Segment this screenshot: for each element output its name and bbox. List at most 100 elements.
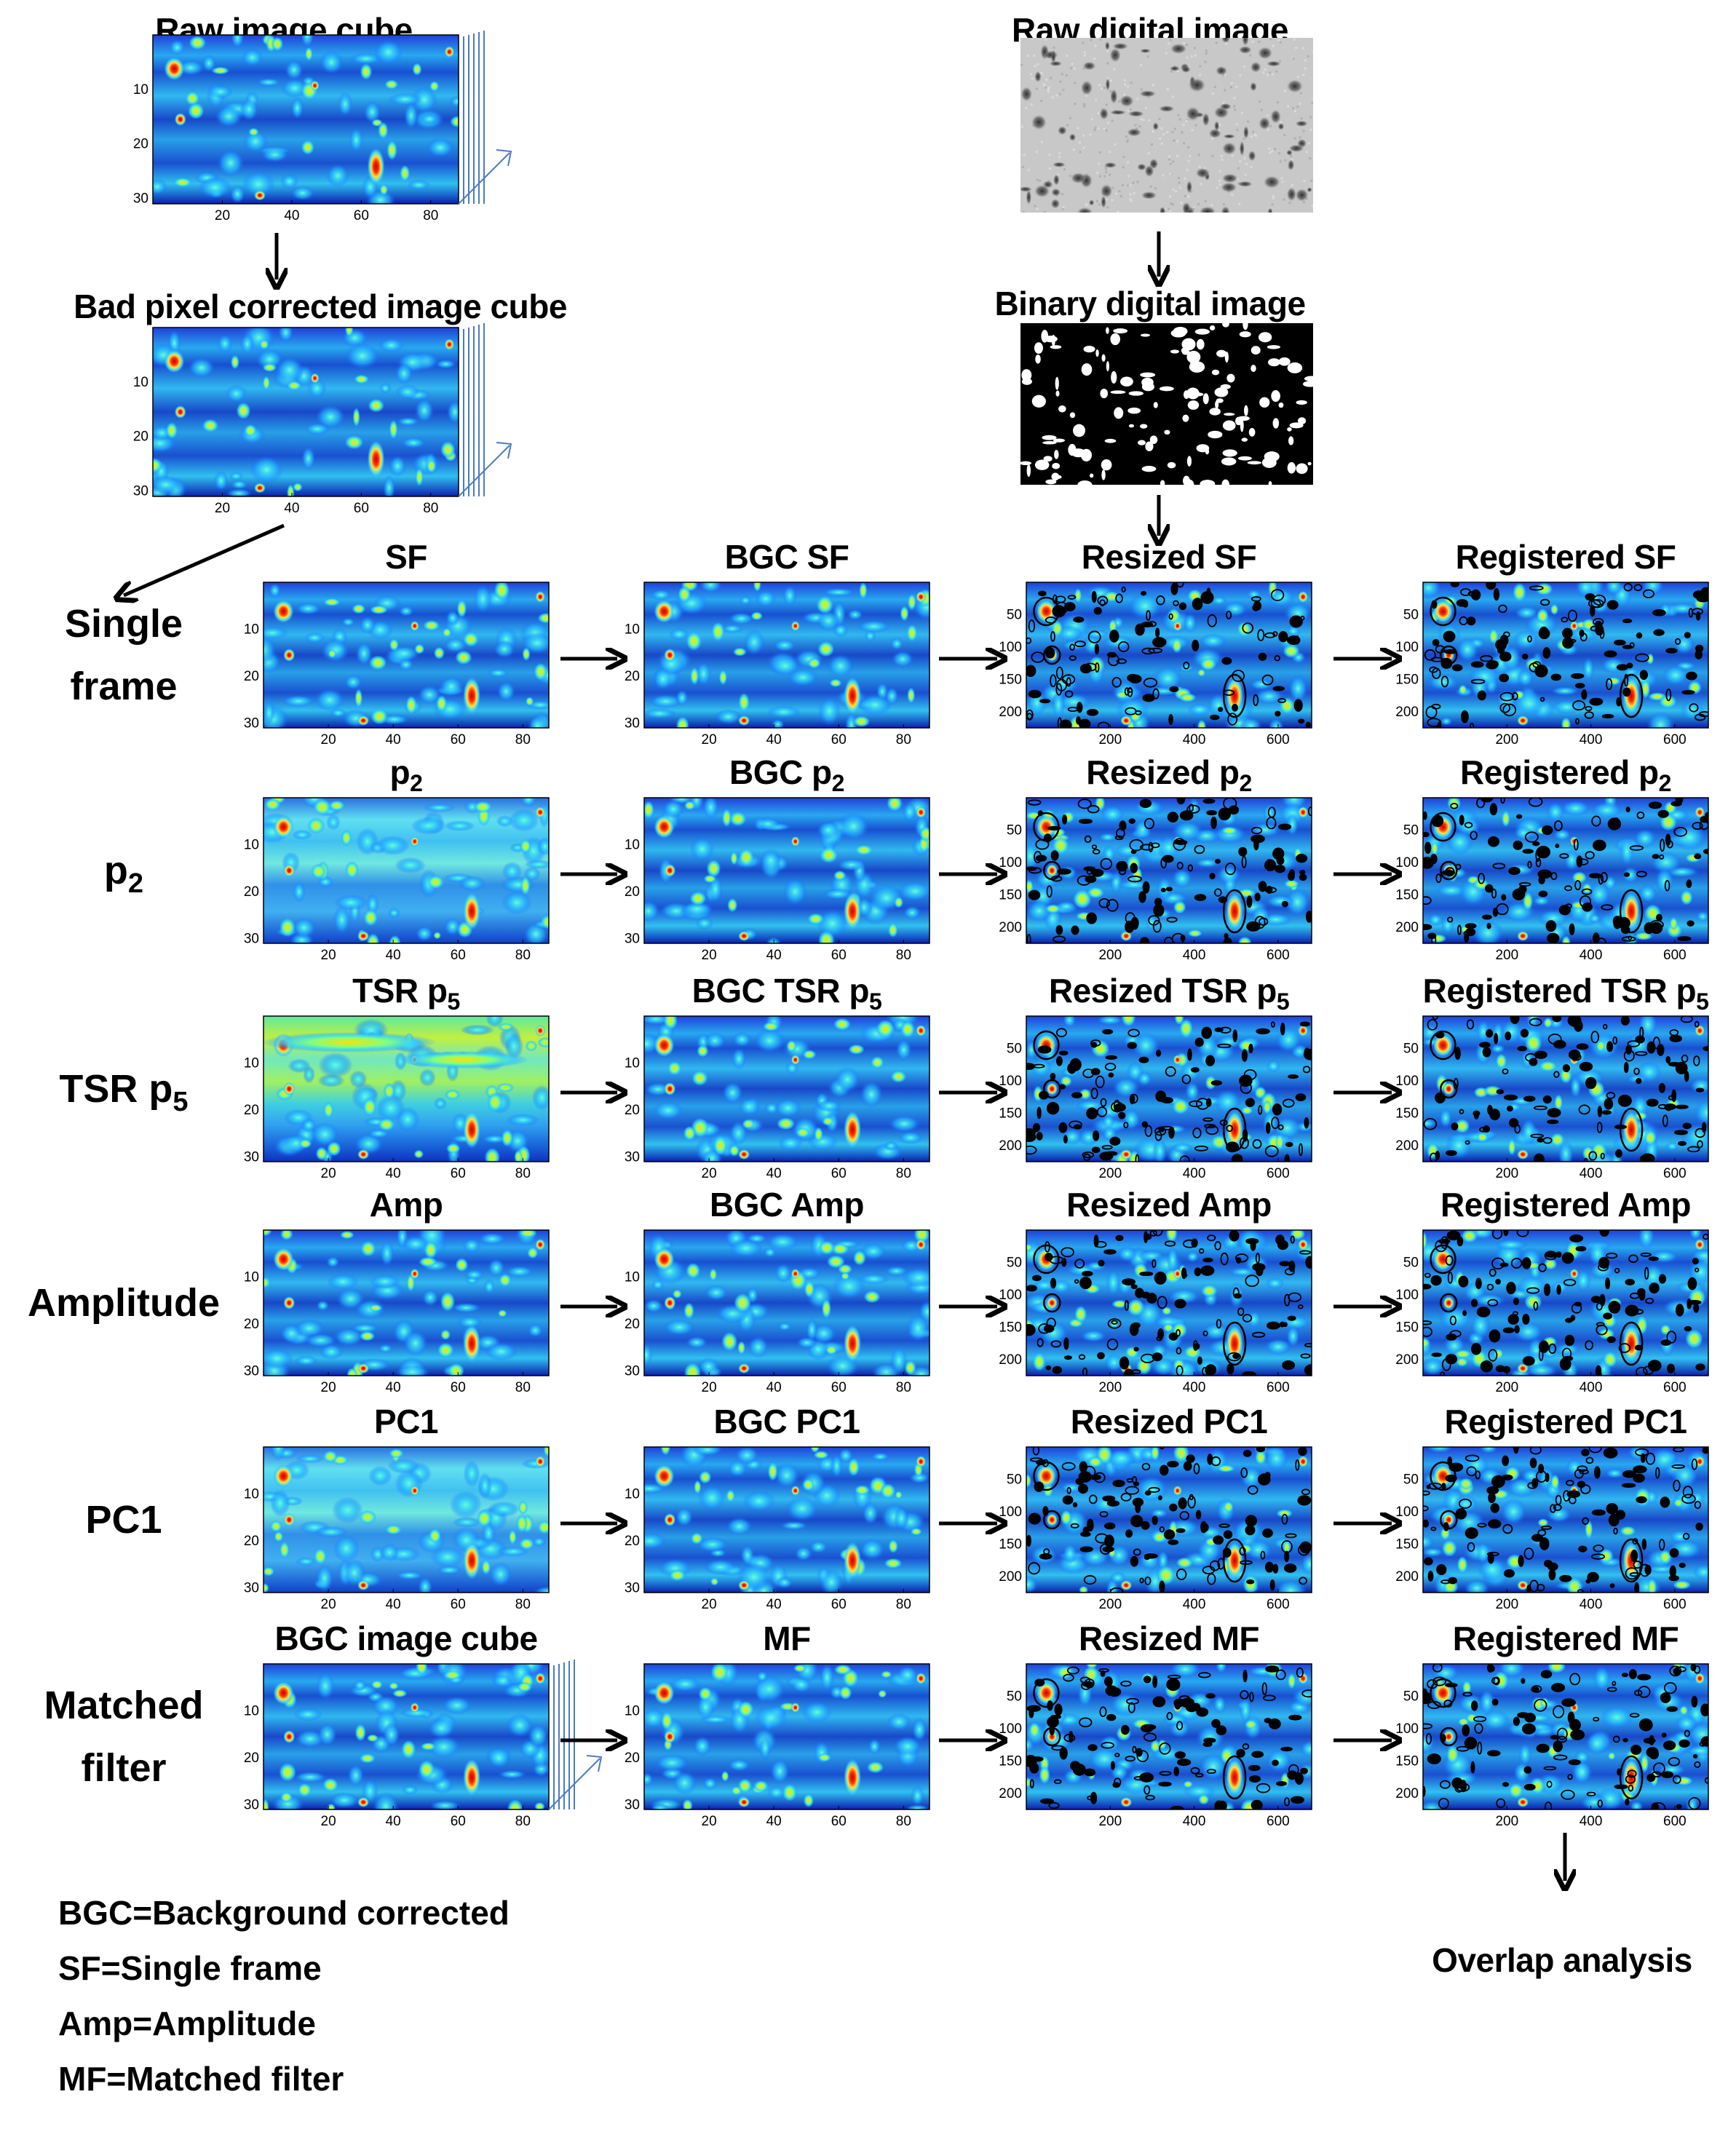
x-tick-label: 600 (1267, 1166, 1290, 1181)
y-tick-label: 20 (625, 1534, 640, 1549)
y-tick-label: 30 (625, 932, 640, 947)
y-tick-label: 150 (999, 1106, 1022, 1121)
binary-digital-image (1020, 323, 1313, 485)
y-tick-label: 100 (1395, 640, 1419, 655)
plot-title: Registered TSR p5 (1423, 974, 1709, 1013)
heatmap-plot: 20 40 60 80 10 20 30 (625, 1229, 930, 1395)
x-tick-label: 20 (702, 732, 717, 748)
x-tick-label: 60 (354, 501, 369, 516)
heatmap-plot: 20 40 60 80 10 20 30 (244, 1229, 550, 1395)
legend-item: MF=Matched filter (58, 2060, 344, 2098)
plot-title: MF (763, 1622, 811, 1655)
plot-title-text: BGC TSR p (691, 972, 870, 1010)
y-tick-label: 200 (999, 1352, 1022, 1368)
y-tick-label: 100 (1395, 855, 1419, 871)
x-tick-label: 80 (896, 1166, 911, 1181)
heatmap-plot: 200 400 600 50 100 150 200 (1395, 1015, 1709, 1181)
x-tick-label: 80 (515, 1814, 531, 1829)
plot-title-text: Registered SF (1455, 538, 1676, 576)
x-tick-label: 20 (702, 1814, 717, 1829)
y-tick-label: 200 (1395, 1352, 1419, 1368)
y-tick-label: 150 (1395, 672, 1419, 687)
plot-title: BGC TSR p5 (692, 974, 882, 1013)
bad-pixel-corrected-title: Bad pixel corrected image cube (74, 288, 567, 325)
plot-title-text: Registered MF (1452, 1619, 1679, 1657)
plot-title: BGC image cube (274, 1619, 538, 1657)
heatmap-plot: 20 40 60 80 10 20 30 (244, 1015, 550, 1181)
y-tick-label: 20 (625, 669, 640, 684)
y-tick-label: 10 (625, 838, 640, 853)
plot-title: PC1 (374, 1405, 438, 1438)
x-tick-label: 40 (386, 1814, 401, 1829)
x-tick-label: 20 (321, 1166, 336, 1181)
x-tick-label: 20 (321, 1380, 336, 1395)
plot-title: Resized SF (1082, 540, 1257, 574)
plot-title-text: BGC Amp (709, 1186, 865, 1224)
x-tick-label: 400 (1580, 1814, 1603, 1829)
x-tick-label: 600 (1267, 1814, 1290, 1829)
x-tick-label: 40 (766, 948, 782, 963)
y-tick-label: 50 (1403, 1689, 1419, 1704)
y-tick-label: 150 (999, 887, 1022, 903)
y-tick-label: 150 (999, 1537, 1022, 1552)
x-tick-label: 600 (1267, 948, 1290, 963)
x-tick-label: 200 (1495, 1814, 1518, 1829)
plot-title-subscript: 2 (1658, 770, 1672, 797)
y-tick-label: 150 (1395, 887, 1419, 903)
y-tick-label: 30 (244, 1581, 259, 1596)
y-tick-label: 100 (1395, 1721, 1419, 1737)
legend-item: SF=Single frame (58, 1949, 322, 1987)
y-tick-label: 30 (244, 1798, 259, 1813)
y-tick-label: 20 (625, 1103, 640, 1118)
y-tick-label: 20 (244, 669, 259, 684)
y-tick-label: 200 (1395, 920, 1419, 935)
y-tick-label: 150 (1395, 1320, 1419, 1335)
x-tick-label: 60 (831, 1814, 847, 1829)
x-tick-label: 400 (1183, 1380, 1206, 1395)
heatmap-plot: 20 40 60 80 10 20 30 (625, 1446, 930, 1612)
x-tick-label: 400 (1580, 1166, 1603, 1181)
plot-title-subscript: 5 (1276, 988, 1290, 1015)
x-tick-label: 600 (1663, 1814, 1687, 1829)
y-tick-label: 30 (625, 1150, 640, 1165)
abbreviation-legend: BGC=Background corrected SF=Single frame… (58, 1885, 510, 2106)
y-tick-label: 100 (999, 1074, 1022, 1089)
y-tick-label: 10 (244, 1704, 259, 1719)
plot-title-text: Amp (369, 1186, 443, 1224)
x-tick-label: 80 (515, 1597, 531, 1612)
heatmap-plot: 200 400 600 50 100 150 200 (1395, 582, 1709, 748)
plot-title: Registered SF (1456, 540, 1676, 574)
plot-title-text: BGC p (729, 753, 832, 791)
heatmap-plot: 20 40 60 80 10 20 30 (244, 1660, 603, 1829)
x-tick-label: 400 (1183, 948, 1206, 963)
bad-pixel-corrected-plot: 20 40 60 80 10 20 30 (133, 323, 512, 516)
row-label-subscript: 5 (173, 1086, 189, 1117)
x-tick-label: 80 (423, 501, 438, 516)
x-tick-label: 60 (451, 1597, 466, 1612)
y-tick-label: 30 (625, 1364, 640, 1379)
plot-title: Registered p2 (1460, 756, 1671, 795)
y-tick-label: 50 (1403, 1255, 1419, 1270)
x-tick-label: 400 (1183, 1597, 1206, 1612)
row-label-line: filter (81, 1746, 167, 1791)
x-tick-label: 600 (1267, 1380, 1290, 1395)
heatmap-plot: 200 400 600 50 100 150 200 (1395, 797, 1709, 963)
plot-title-text: Registered Amp (1440, 1186, 1692, 1224)
x-tick-label: 80 (515, 948, 531, 963)
y-tick-label: 150 (999, 1753, 1022, 1769)
plot-title-text: BGC image cube (274, 1619, 538, 1657)
plot-title-subscript: 5 (1696, 988, 1709, 1015)
x-tick-label: 60 (831, 1380, 847, 1395)
y-tick-label: 30 (244, 1364, 259, 1379)
plot-title-subscript: 2 (410, 770, 423, 797)
x-tick-label: 80 (896, 1597, 911, 1612)
heatmap-plot: 20 40 60 80 10 20 30 (244, 582, 550, 748)
x-tick-label: 20 (702, 1597, 717, 1612)
y-tick-label: 100 (1395, 1504, 1419, 1520)
y-tick-label: 10 (133, 82, 148, 98)
x-tick-label: 200 (1098, 1597, 1122, 1612)
row-label: p2 (104, 839, 143, 906)
y-tick-label: 50 (1007, 607, 1022, 622)
row-label-subscript: 2 (127, 868, 144, 899)
x-tick-label: 60 (831, 732, 847, 748)
